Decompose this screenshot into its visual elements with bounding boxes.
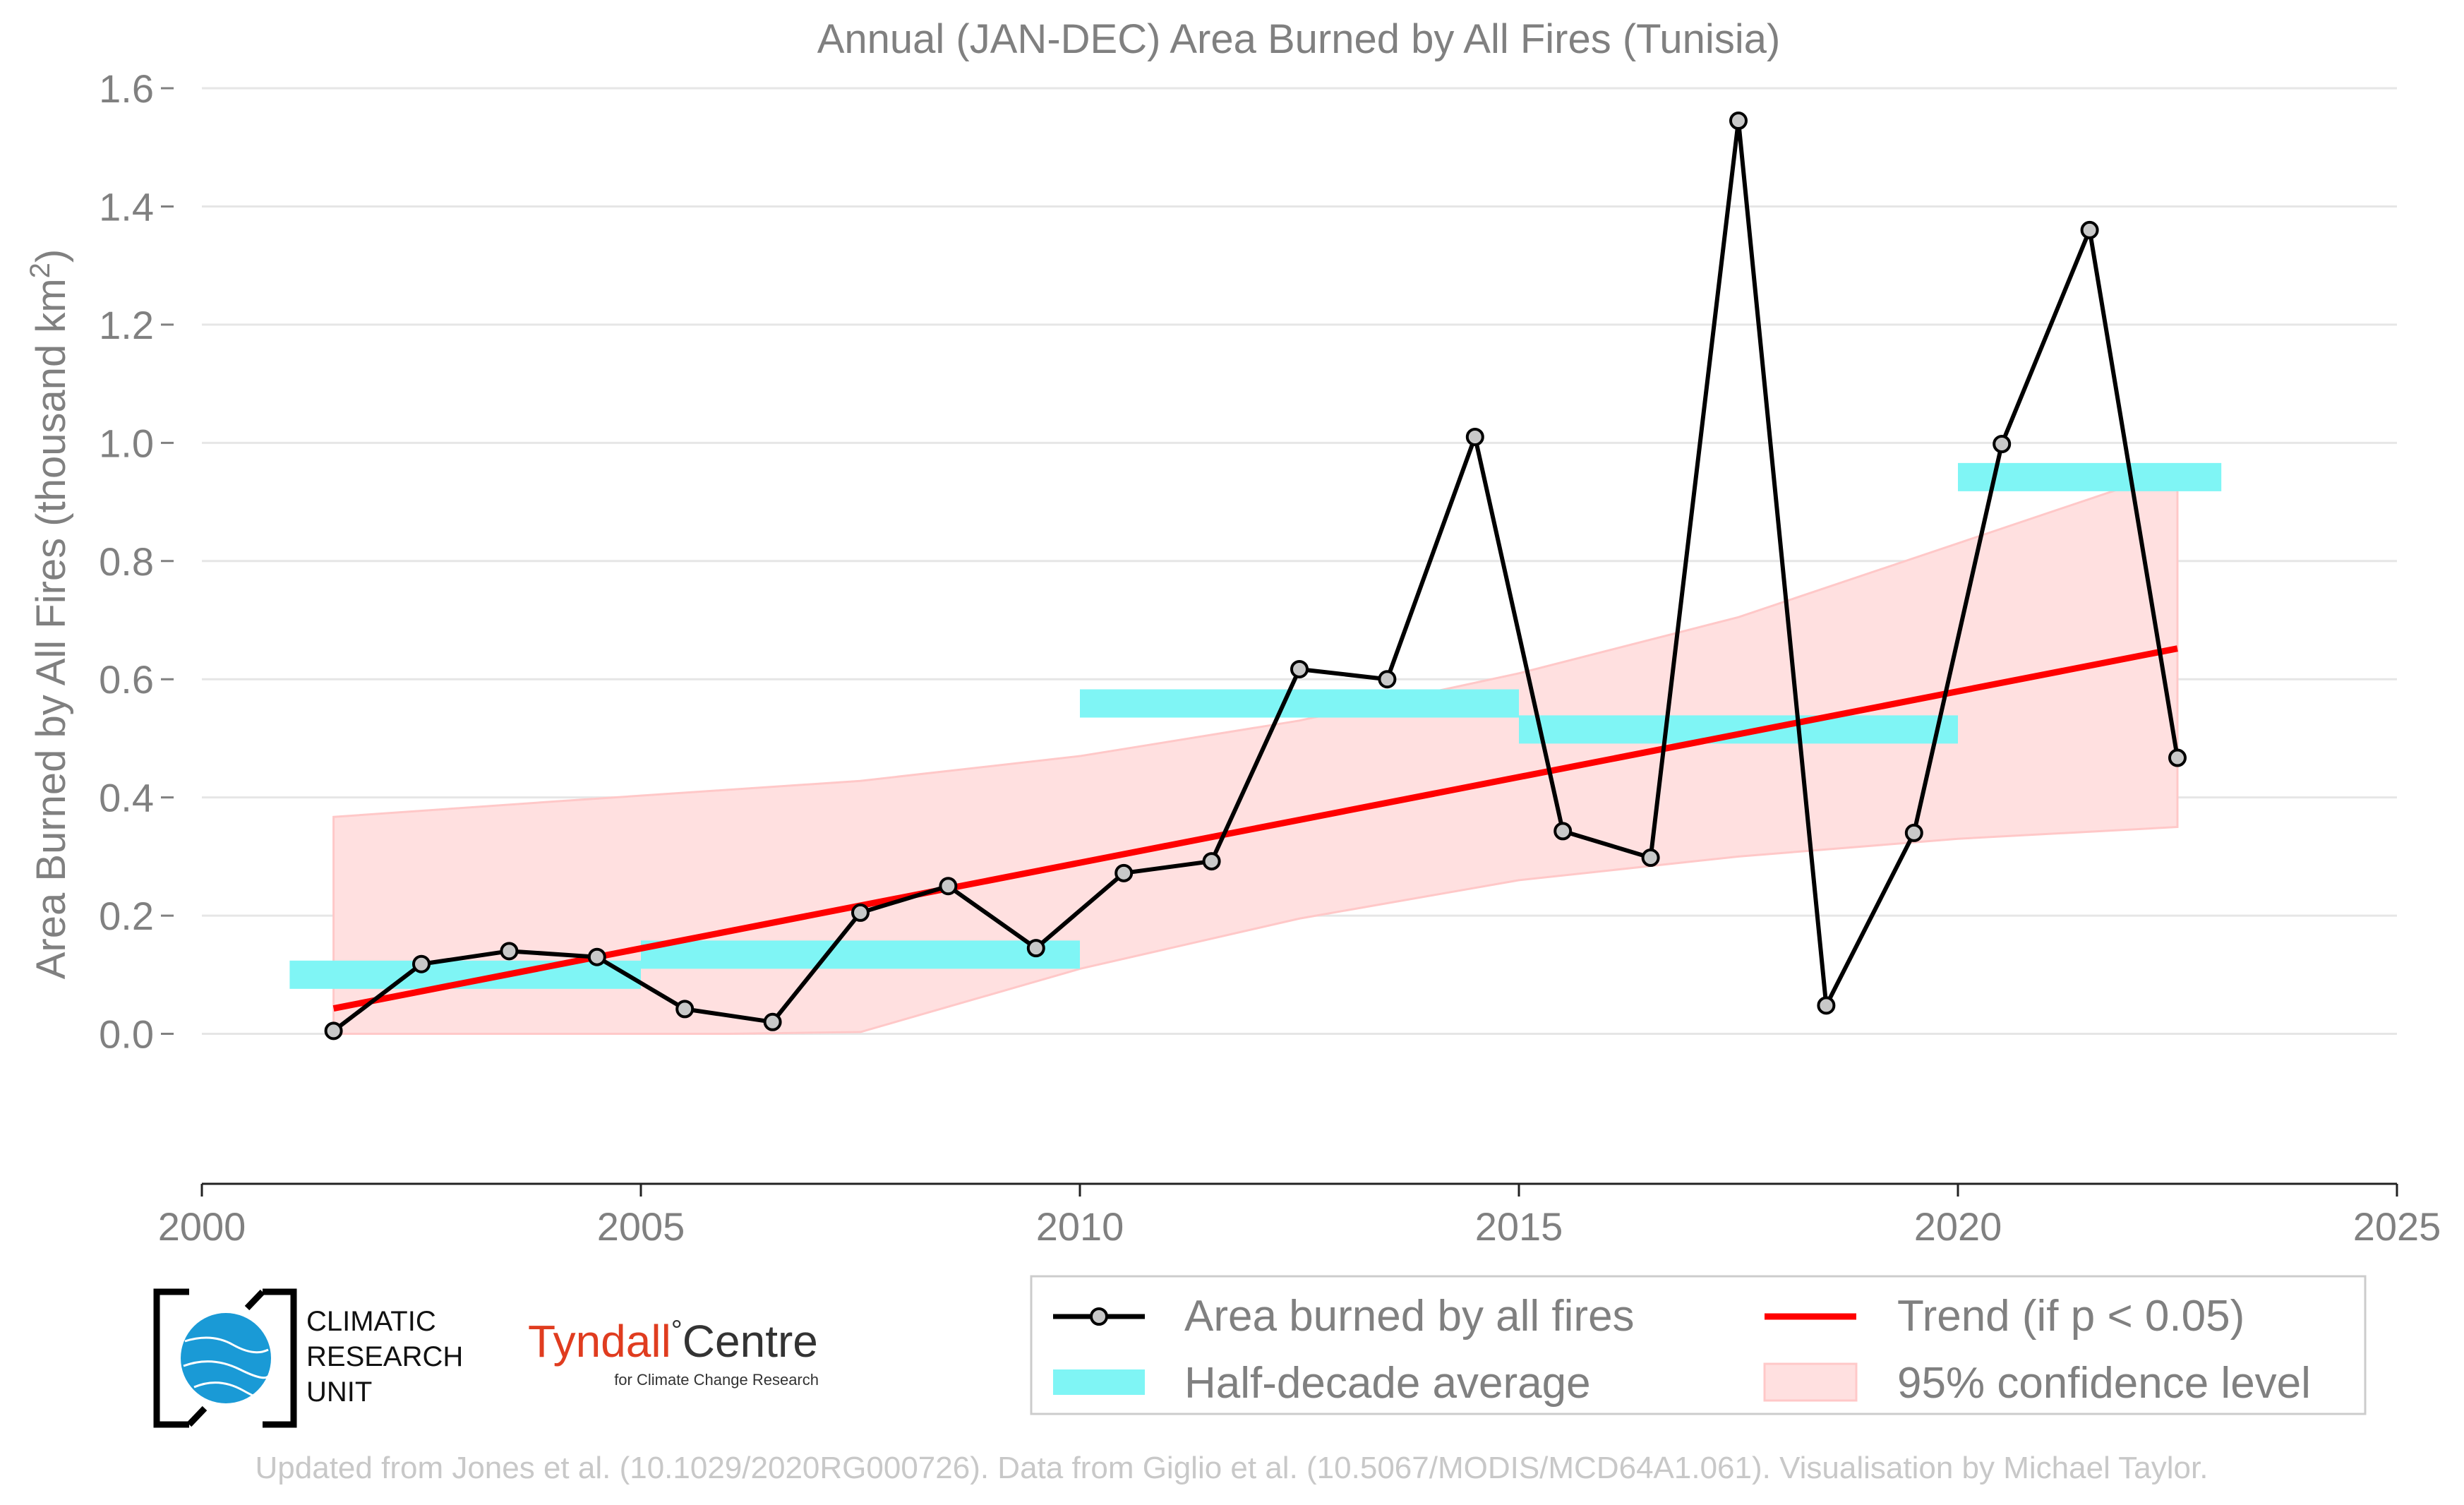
- data-point-20: [2080, 220, 2099, 239]
- cru-logo-bracket-left: [153, 1288, 189, 1428]
- y-tick-label-4: 0.8: [99, 539, 154, 584]
- series-layer: [324, 112, 2187, 1041]
- legend-label-area-burned: Area burned by all fires: [1184, 1292, 1635, 1341]
- data-point-2: [500, 942, 519, 961]
- legend-label-confidence: 95% confidence level: [1897, 1359, 2311, 1408]
- x-tick-label-1: 2005: [597, 1204, 685, 1249]
- cru-logo-line2: RESEARCH: [306, 1341, 463, 1372]
- y-axis-label: Area Burned by All Fires (thousand km2): [25, 249, 74, 980]
- legend-box: [1030, 1275, 2367, 1415]
- data-point-4: [675, 1000, 695, 1019]
- y-tick-label-8: 1.6: [99, 66, 154, 111]
- cru-logo-bracket-right: [263, 1288, 297, 1428]
- confidence-band-layer: [332, 467, 2179, 1036]
- data-point-5: [763, 1012, 782, 1031]
- data-point-13: [1465, 427, 1484, 446]
- data-point-7: [939, 877, 958, 896]
- x-tick-label-4: 2020: [1914, 1204, 2002, 1249]
- x-tick-label-5: 2025: [2353, 1204, 2441, 1249]
- data-point-1: [412, 954, 431, 973]
- legend-label-trend: Trend (if p < 0.05): [1897, 1292, 2244, 1341]
- tyndall-logo: Tyndall°Centre for Climate Change Resear…: [528, 1315, 819, 1389]
- trend-line: [332, 645, 2178, 1012]
- globe-contour-1: [184, 1336, 269, 1354]
- data-point-0: [324, 1021, 343, 1041]
- cru-logo-slash-right: [244, 1289, 265, 1311]
- credit-text: Updated from Jones et al. (10.1029/2020R…: [256, 1451, 2208, 1485]
- data-point-21: [2168, 748, 2187, 767]
- y-tick-label-3: 0.6: [99, 657, 154, 702]
- data-point-3: [587, 947, 606, 966]
- globe-contour-3: [193, 1381, 265, 1399]
- confidence-band: [332, 467, 2179, 1036]
- data-point-12: [1378, 670, 1397, 689]
- data-point-6: [851, 903, 870, 922]
- legend-label-half-decade: Half-decade average: [1184, 1359, 1591, 1408]
- y-tick-label-0: 0.0: [99, 1012, 154, 1057]
- y-tick-label-5: 1.0: [99, 421, 154, 465]
- data-point-8: [1026, 939, 1045, 958]
- data-point-11: [1290, 659, 1309, 678]
- cru-logo-line1: CLIMATIC: [306, 1306, 436, 1337]
- half-decade-bar-1: [641, 940, 1080, 969]
- globe-icon: [181, 1313, 271, 1403]
- axes: 0.0 0.2 0.4 0.6 0.8 1.0 1.2 1.4 1.6 2000 2005 2010 2…: [99, 66, 2441, 1249]
- data-point-10: [1202, 852, 1221, 871]
- y-tick-label-1: 0.2: [99, 894, 154, 938]
- legend-marker-area-burned: [1090, 1307, 1108, 1326]
- data-point-19: [1993, 435, 2012, 453]
- legend: Area burned by all fires Trend (if p < 0…: [1030, 1275, 2367, 1415]
- series-line-0: [332, 119, 2180, 1033]
- half-decade-bar-4: [1958, 462, 2222, 491]
- chart-title: Annual (JAN-DEC) Area Burned by All Fire…: [817, 16, 1781, 62]
- data-point-16: [1729, 112, 1748, 131]
- tyndall-logo-subtitle: for Climate Change Research: [614, 1371, 819, 1389]
- legend-swatch-confidence: [1763, 1362, 1858, 1402]
- half-decade-bar-3: [1519, 715, 1958, 744]
- x-tick-label-3: 2015: [1475, 1204, 1563, 1249]
- cru-logo-slash-left: [186, 1405, 208, 1427]
- y-tick-label-6: 1.2: [99, 303, 154, 347]
- x-tick-label-0: 2000: [158, 1204, 246, 1249]
- half-decade-average-layer: [289, 462, 2222, 989]
- data-point-14: [1553, 822, 1573, 841]
- half-decade-bar-2: [1080, 689, 1519, 718]
- cru-logo: CLIMATIC RESEARCH UNIT: [153, 1288, 463, 1428]
- data-point-9: [1114, 863, 1134, 882]
- y-tick-label-2: 0.4: [99, 776, 154, 820]
- cru-logo-line3: UNIT: [306, 1377, 372, 1408]
- tyndall-logo-title: Tyndall°Centre: [528, 1315, 818, 1367]
- data-point-17: [1817, 996, 1836, 1015]
- trend-layer: [332, 645, 2178, 1012]
- y-tick-label-7: 1.4: [99, 184, 154, 229]
- globe-contour-2: [183, 1360, 271, 1379]
- data-point-15: [1641, 849, 1660, 868]
- legend-swatch-half-decade: [1053, 1369, 1145, 1395]
- x-tick-label-2: 2010: [1036, 1204, 1124, 1249]
- data-point-18: [1904, 823, 1923, 842]
